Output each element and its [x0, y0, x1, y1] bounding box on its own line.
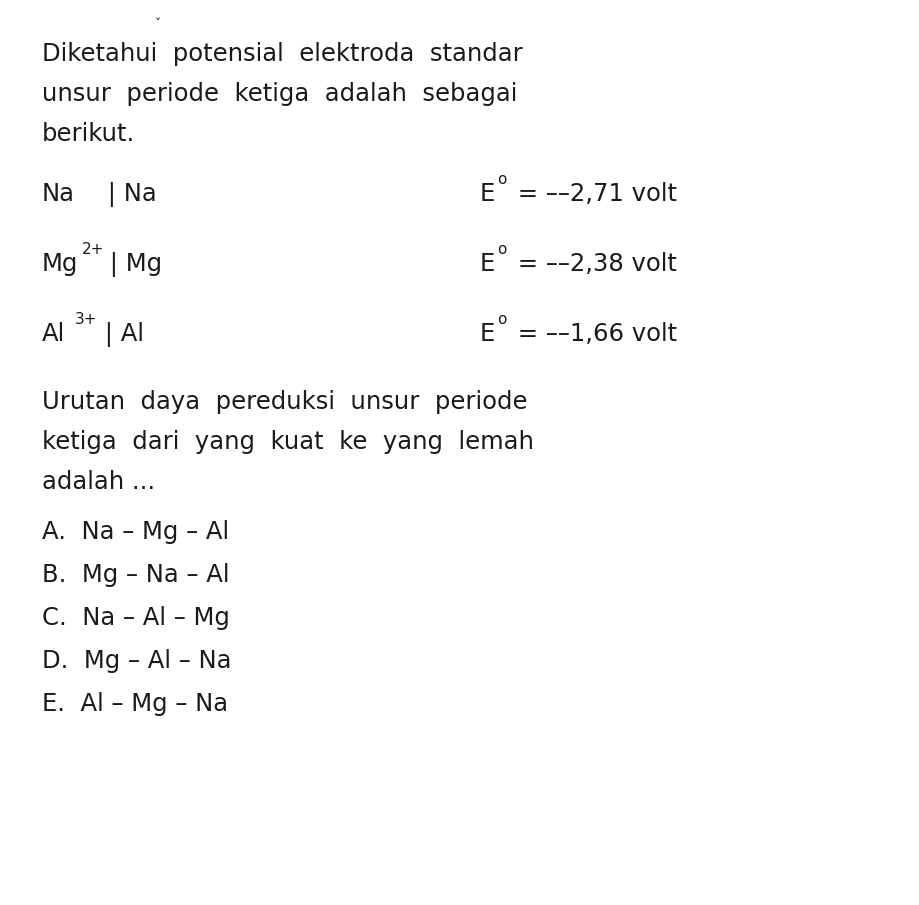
Text: = ––2,38 volt: = ––2,38 volt [509, 252, 676, 276]
Text: E: E [480, 182, 494, 206]
Text: | Na: | Na [100, 182, 156, 207]
Text: E.  Al – Mg – Na: E. Al – Mg – Na [42, 692, 228, 716]
Text: Diketahui  potensial  elektroda  standar: Diketahui potensial elektroda standar [42, 42, 522, 66]
Text: unsur  periode  ketiga  adalah  sebagai: unsur periode ketiga adalah sebagai [42, 82, 516, 106]
Text: = ––1,66 volt: = ––1,66 volt [509, 322, 676, 346]
Text: C.  Na – Al – Mg: C. Na – Al – Mg [42, 606, 230, 630]
Text: 2+: 2+ [82, 242, 104, 257]
Text: berikut.: berikut. [42, 122, 135, 146]
Text: A.  Na – Mg – Al: A. Na – Mg – Al [42, 520, 229, 544]
Text: D.  Mg – Al – Na: D. Mg – Al – Na [42, 649, 232, 673]
Text: o: o [496, 242, 505, 257]
Text: Al: Al [42, 322, 65, 346]
Text: o: o [496, 312, 505, 327]
Text: B.  Mg – Na – Al: B. Mg – Na – Al [42, 563, 229, 587]
Text: ˇ: ˇ [154, 18, 161, 31]
Text: | Al: | Al [96, 322, 144, 347]
Text: Urutan  daya  pereduksi  unsur  periode: Urutan daya pereduksi unsur periode [42, 390, 527, 414]
Text: Na: Na [42, 182, 75, 206]
Text: 3+: 3+ [75, 312, 97, 327]
Text: Mg: Mg [42, 252, 78, 276]
Text: o: o [496, 172, 505, 187]
Text: E: E [480, 322, 494, 346]
Text: = ––2,71 volt: = ––2,71 volt [509, 182, 676, 206]
Text: | Mg: | Mg [102, 252, 162, 277]
Text: adalah ...: adalah ... [42, 470, 155, 494]
Text: ketiga  dari  yang  kuat  ke  yang  lemah: ketiga dari yang kuat ke yang lemah [42, 430, 533, 454]
Text: E: E [480, 252, 494, 276]
